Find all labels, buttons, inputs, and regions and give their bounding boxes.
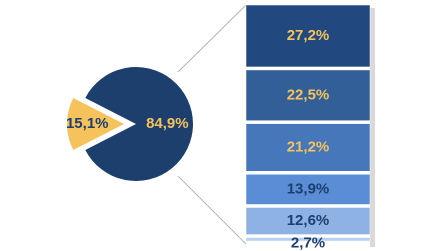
segment-label: 13,9% <box>287 180 330 197</box>
segment-label: 22,5% <box>287 86 330 103</box>
slice-label: 15,1% <box>66 115 109 132</box>
bar-segment <box>245 174 371 205</box>
segment-label: 27,2% <box>287 27 330 44</box>
bar-segment <box>245 4 371 68</box>
segment-label: 12,6% <box>287 212 330 229</box>
pie-slice <box>67 97 124 151</box>
segment-label: 2,7% <box>291 235 325 251</box>
bar-segment <box>245 69 371 121</box>
pie-slice <box>85 67 193 181</box>
bar-segment <box>245 123 371 172</box>
bar-segment <box>245 237 371 242</box>
segment-label: 21,2% <box>287 138 330 155</box>
slice-label: 84,9% <box>146 115 189 132</box>
bar-segment <box>245 207 371 235</box>
connector-line <box>177 175 247 245</box>
bar-shadow <box>370 8 375 247</box>
connector-line <box>177 4 247 73</box>
